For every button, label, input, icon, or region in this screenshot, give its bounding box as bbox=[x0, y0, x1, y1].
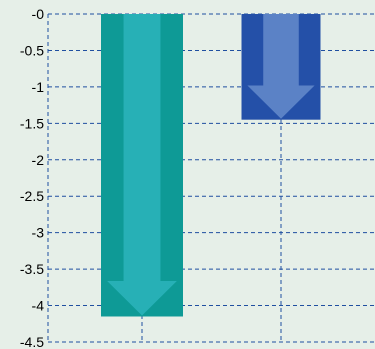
y-tick-label: -4 bbox=[32, 298, 45, 314]
bar-arrow bbox=[107, 14, 177, 316]
y-tick-label: -1.5 bbox=[20, 115, 44, 131]
y-tick-label: -0.5 bbox=[20, 42, 44, 58]
y-tick-label: -2.5 bbox=[20, 188, 44, 204]
y-tick-label: -1 bbox=[32, 79, 45, 95]
y-tick-label: -2 bbox=[32, 152, 45, 168]
grid-layer bbox=[47, 13, 375, 343]
bars-layer bbox=[101, 14, 321, 317]
y-tick-label: -3.5 bbox=[20, 261, 44, 277]
y-axis-ticks: -0 -0.5 -1 -1.5 -2 -2.5 -3 -3.5 -4 -4.5 bbox=[20, 6, 44, 349]
bar-arrow bbox=[247, 14, 315, 119]
plot-area bbox=[48, 14, 375, 342]
y-tick-label: -3 bbox=[32, 225, 45, 241]
y-tick-label: -4.5 bbox=[20, 334, 44, 349]
y-tick-label: -0 bbox=[32, 6, 45, 22]
